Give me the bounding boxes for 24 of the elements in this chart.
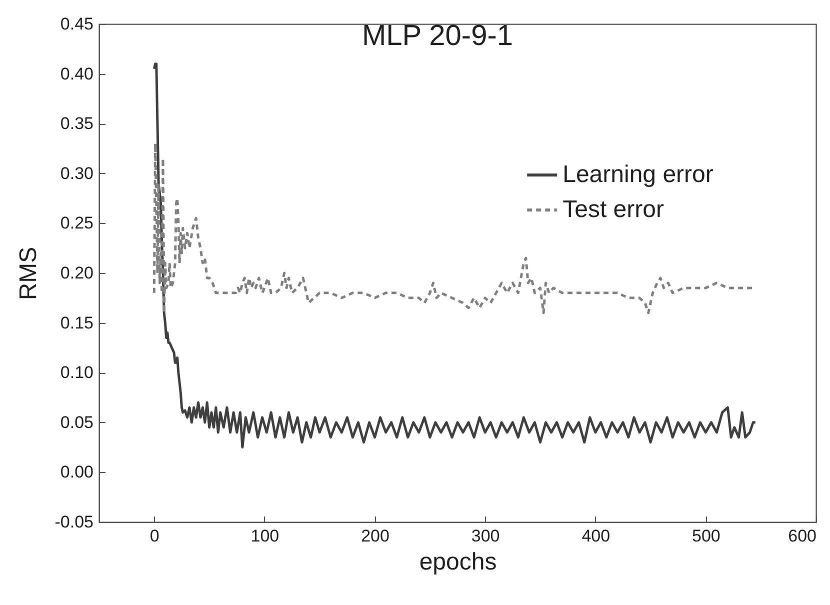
legend-label: Test error: [562, 196, 664, 223]
x-tick-label: 400: [582, 526, 610, 546]
y-tick-label: 0.35: [60, 114, 94, 134]
x-tick-label: 600: [788, 526, 816, 546]
y-tick-label: 0.45: [60, 14, 94, 34]
x-tick-label: 500: [692, 526, 720, 546]
x-axis-title: epochs: [419, 548, 497, 576]
legend-label: Learning error: [562, 160, 714, 188]
chart-title: MLP 20-9-1: [362, 20, 513, 52]
y-tick-label: 0.30: [60, 164, 94, 183]
y-axis-title: RMS: [14, 246, 42, 300]
x-tick-label: 0: [150, 526, 160, 546]
y-tick-label: 0.05: [60, 412, 94, 432]
y-tick-label: -0.05: [54, 512, 94, 532]
y-tick-label: 0.40: [60, 64, 94, 84]
line-series: [152, 62, 757, 449]
y-tick-label: 0.00: [60, 462, 94, 482]
x-tick-label: 100: [250, 526, 280, 546]
y-tick-label: 0.20: [60, 264, 94, 282]
y-tick-label: 0.25: [60, 214, 94, 233]
x-tick-label: 300: [471, 526, 500, 546]
y-tick-label: 0.15: [60, 313, 94, 332]
x-tick-label: 200: [361, 526, 390, 546]
y-tick-label: 0.10: [60, 363, 94, 382]
